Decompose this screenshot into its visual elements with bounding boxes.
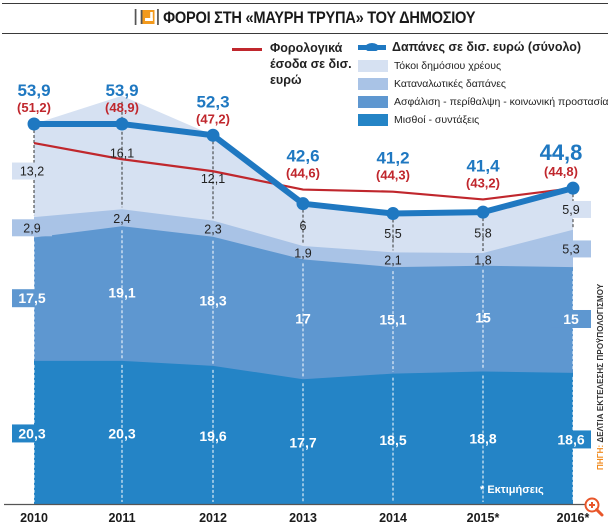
label-box-insurance (551, 309, 591, 328)
source-label: ΠΗΓΗ: (596, 444, 605, 470)
band-salaries (34, 360, 573, 504)
total-line-swatch (358, 43, 386, 51)
consumption-swatch (358, 78, 388, 90)
arrow-down-right-icon (140, 10, 155, 24)
tax-revenue-label: (44,8) (544, 164, 578, 179)
total-spending-label: 53,9 (17, 81, 50, 100)
value-label-insurance: 18,3 (199, 292, 226, 308)
value-label-insurance: 15 (563, 311, 579, 327)
x-tick-label: 2011 (108, 511, 135, 525)
value-label-insurance: 15,1 (379, 311, 406, 327)
salaries-swatch (358, 114, 388, 126)
value-label-consumption: 2,9 (23, 221, 40, 235)
value-label-salaries: 20,3 (108, 425, 135, 441)
value-label-salaries: 18,5 (379, 432, 406, 448)
total-spending-point (566, 181, 580, 195)
value-label-consumption: 2,1 (384, 254, 401, 268)
total-spending-point (27, 117, 41, 131)
tax-revenue-label: (44,6) (286, 166, 320, 181)
value-label-interest: 5,5 (384, 227, 401, 241)
zoom-in-icon[interactable] (584, 497, 604, 517)
legend-label-interest: Τόκοι δημόσιου χρέους (394, 60, 502, 72)
tax-line-swatch (232, 48, 262, 51)
total-spending-point (206, 128, 220, 142)
title-bottom-rule (2, 33, 608, 34)
tax-revenue-label: (44,3) (376, 168, 410, 183)
label-box-salaries (551, 430, 591, 449)
label-box-consumption (551, 240, 591, 258)
x-tick-label: 2015* (467, 511, 500, 525)
legend-label-consumption: Καταναλωτικές δαπάνες (394, 78, 506, 90)
label-box-insurance (12, 289, 52, 308)
value-label-consumption: 5,3 (562, 242, 579, 256)
total-spending-label: 52,3 (196, 92, 229, 111)
value-label-consumption: 2,4 (113, 212, 130, 226)
total-spending-label: 53,9 (105, 81, 138, 100)
total-spending-label: 42,6 (286, 147, 319, 166)
value-label-salaries: 18,6 (557, 431, 584, 447)
value-label-insurance: 15 (475, 310, 491, 326)
footnote-estimates: * Εκτιμήσεις (480, 484, 544, 496)
total-spending-label: 41,2 (376, 149, 409, 168)
total-spending-point (386, 207, 400, 221)
tax-revenue-label: (48,9) (105, 100, 139, 115)
total-spending-label: 44,8 (540, 140, 583, 165)
legend-label-total-spending: Δαπάνες σε δισ. ευρώ (σύνολο) (392, 40, 582, 54)
title-bar-decoration (157, 9, 159, 25)
source-text: ΔΕΛΤΙΑ ΕΚΤΕΛΕΣΗΣ ΠΡΟΫΠΟΛΟΓΙΣΜΟΥ (596, 283, 605, 443)
total-spending-point (115, 117, 129, 131)
label-box-consumption (12, 219, 52, 237)
legend-label-salaries: Μισθοί - συντάξεις (394, 114, 480, 126)
value-label-interest: 6 (300, 219, 307, 233)
value-label-salaries: 17,7 (289, 435, 316, 451)
value-label-salaries: 20,3 (18, 425, 45, 441)
x-tick-label: 2013 (289, 511, 317, 525)
tax-revenue-label: (51,2) (17, 100, 51, 115)
tax-revenue-label: (47,2) (196, 111, 230, 126)
source-credit: ΠΗΓΗ: ΔΕΛΤΙΑ ΕΚΤΕΛΕΣΗΣ ΠΡΟΫΠΟΛΟΓΙΣΜΟΥ (596, 284, 605, 470)
label-box-salaries (12, 424, 52, 443)
chart-title: ΦΟΡΟΙ ΣΤΗ «ΜΑΥΡΗ ΤΡΥΠΑ» ΤΟΥ ΔΗΜΟΣΙΟΥ (43, 8, 568, 28)
value-label-consumption: 1,9 (294, 247, 311, 261)
value-label-consumption: 2,3 (204, 223, 221, 237)
total-spending-label: 41,4 (466, 156, 500, 175)
value-label-insurance: 17,5 (18, 290, 45, 306)
x-tick-label: 2010 (20, 511, 48, 525)
label-box-interest (12, 162, 52, 180)
x-tick-label: 2014 (379, 511, 407, 525)
tax-revenue-line (33, 141, 574, 201)
insurance-swatch (358, 96, 388, 108)
value-label-salaries: 19,6 (199, 428, 226, 444)
top-rule (2, 3, 608, 4)
value-label-consumption: 1,8 (474, 253, 491, 267)
value-label-salaries: 18,8 (469, 431, 496, 447)
value-label-interest: 5,8 (474, 227, 491, 241)
value-label-insurance: 17 (295, 310, 311, 326)
total-spending-point (476, 205, 490, 219)
value-label-interest: 12,1 (201, 172, 225, 186)
total-spending-point (296, 197, 310, 211)
value-label-interest: 16,1 (110, 147, 134, 161)
x-tick-label: 2016* (557, 511, 590, 525)
title-text: ΦΟΡΟΙ ΣΤΗ «ΜΑΥΡΗ ΤΡΥΠΑ» ΤΟΥ ΔΗΜΟΣΙΟΥ (163, 8, 476, 27)
interest-swatch (358, 60, 388, 72)
tax-revenue-label: (43,2) (466, 175, 500, 190)
value-label-interest: 5,9 (562, 203, 579, 217)
x-tick-label: 2012 (199, 511, 227, 525)
legend-label-tax-revenue: Φορολογικά έσοδα σε δισ. ευρώ (270, 41, 352, 87)
value-label-interest: 13,2 (20, 165, 44, 179)
title-bar-decoration (134, 9, 137, 25)
label-box-interest (551, 200, 591, 218)
value-label-insurance: 19,1 (108, 285, 135, 301)
legend-label-insurance: Ασφάλιση - περίθαλψη - κοινωνική προστασ… (394, 96, 609, 108)
